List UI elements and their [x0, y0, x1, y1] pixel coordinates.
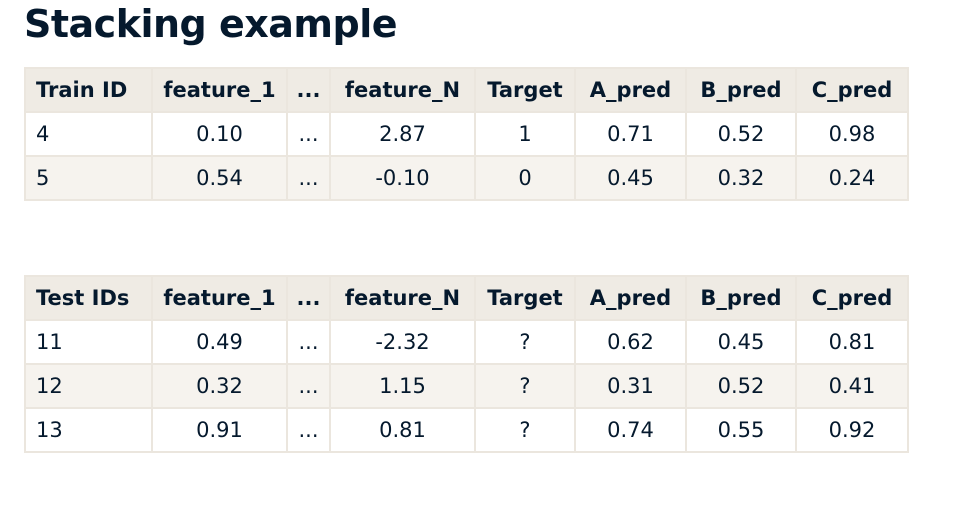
- cell: 0.52: [685, 111, 797, 157]
- cell: 0.24: [795, 155, 909, 201]
- cell: 0.10: [151, 111, 288, 157]
- cell: ?: [474, 363, 576, 409]
- cell: 0.92: [795, 407, 909, 453]
- cell: 0.52: [685, 363, 797, 409]
- cell: ...: [286, 319, 331, 365]
- cell: 0.74: [574, 407, 687, 453]
- row: 11 0.49... -2.32? 0.62 0.45 0.81: [24, 319, 909, 365]
- cell: 0.31: [574, 363, 687, 409]
- title: Stacking example: [24, 2, 398, 46]
- cell: 1.15: [329, 363, 476, 409]
- row: 12 0.32... 1.15? 0.31 0.52 0.41: [24, 363, 909, 409]
- cell: 0.71: [574, 111, 687, 157]
- header-cell: Train ID: [24, 67, 153, 113]
- test-table: Test IDs feature_1... feature_N Target A_pre…: [24, 275, 909, 453]
- cell: 12: [24, 363, 153, 409]
- cell: 0.54: [151, 155, 288, 201]
- header-cell: feature_N: [329, 67, 476, 113]
- cell: 0.81: [329, 407, 476, 453]
- cell: 0.45: [685, 319, 797, 365]
- train-table: Train ID feature_1... feature_N Target A_pre…: [24, 67, 909, 201]
- cell: 0.91: [151, 407, 288, 453]
- header-cell: feature_N: [329, 275, 476, 321]
- header-cell: ...: [286, 275, 331, 321]
- cell: 0.55: [685, 407, 797, 453]
- cell: ...: [286, 155, 331, 201]
- header-cell: feature_1: [151, 275, 288, 321]
- cell: ...: [286, 111, 331, 157]
- header-cell: Target: [474, 67, 576, 113]
- header-cell: Test IDs: [24, 275, 153, 321]
- header-row: Train ID feature_1... feature_N Target A_pre…: [24, 67, 909, 113]
- cell: ...: [286, 363, 331, 409]
- cell: -2.32: [329, 319, 476, 365]
- cell: 13: [24, 407, 153, 453]
- cell: ...: [286, 407, 331, 453]
- cell: -0.10: [329, 155, 476, 201]
- header-cell: B_pred: [685, 67, 797, 113]
- cell: 5: [24, 155, 153, 201]
- cell: 0.81: [795, 319, 909, 365]
- row: 13 0.91... 0.81? 0.74 0.55 0.92: [24, 407, 909, 453]
- header-cell: C_pred: [795, 275, 909, 321]
- cell: 0.98: [795, 111, 909, 157]
- header-cell: C_pred: [795, 67, 909, 113]
- cell: 1: [474, 111, 576, 157]
- cell: 11: [24, 319, 153, 365]
- header-cell: B_pred: [685, 275, 797, 321]
- header-cell: feature_1: [151, 67, 288, 113]
- cell: 0.62: [574, 319, 687, 365]
- cell: 0.32: [685, 155, 797, 201]
- cell: 0.45: [574, 155, 687, 201]
- cell: 0.41: [795, 363, 909, 409]
- header-row: Test IDs feature_1... feature_N Target A_pre…: [24, 275, 909, 321]
- row: 5 0.54... -0.10 0 0.45 0.32 0.24: [24, 155, 909, 201]
- cell: 4: [24, 111, 153, 157]
- header-cell: ...: [286, 67, 331, 113]
- cell: 0.49: [151, 319, 288, 365]
- header-cell: A_pred: [574, 67, 687, 113]
- header-cell: Target: [474, 275, 576, 321]
- header-cell: A_pred: [574, 275, 687, 321]
- cell: 0: [474, 155, 576, 201]
- cell: ?: [474, 407, 576, 453]
- cell: 2.87: [329, 111, 476, 157]
- cell: 0.32: [151, 363, 288, 409]
- row: 4 0.10... 2.87 1 0.71 0.52 0.98: [24, 111, 909, 157]
- cell: ?: [474, 319, 576, 365]
